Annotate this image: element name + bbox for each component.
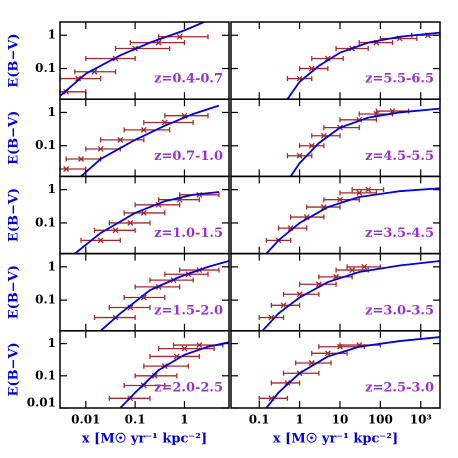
fit-curve	[289, 107, 440, 177]
x-tick-label: 1	[295, 413, 303, 427]
panel-label: z=3.5-4.5	[365, 226, 434, 241]
point	[296, 152, 303, 159]
x-tick-label: 0.01	[71, 413, 100, 427]
point	[284, 379, 291, 386]
point	[196, 342, 203, 349]
panel-label: z=0.4-0.7	[154, 72, 223, 87]
point	[78, 156, 84, 162]
point	[151, 372, 158, 379]
panel-label: z=3.0-3.5	[365, 303, 434, 318]
point	[361, 263, 368, 270]
panel-label: z=0.7-1.0	[154, 149, 223, 164]
point	[280, 302, 287, 309]
panel-label: z=1.5-2.0	[154, 303, 223, 318]
panel-label: z=4.5-5.5	[365, 149, 434, 164]
y-axis-label: E(B−V)	[7, 111, 22, 165]
point	[63, 166, 70, 172]
y-tick-label: 0.1	[35, 293, 56, 307]
point	[356, 189, 363, 196]
fit-curve	[74, 191, 220, 254]
fit-curve	[100, 260, 229, 331]
point	[365, 186, 372, 193]
y-axis-label: E(B−V)	[7, 265, 22, 319]
panel-frame	[59, 175, 230, 255]
y-axis-label: E(B−V)	[7, 34, 22, 88]
fit-curve	[265, 336, 440, 408]
point	[140, 209, 147, 216]
x-tick-label: 100	[368, 413, 393, 427]
panel-frame	[59, 252, 230, 332]
y-axis-label: E(B−V)	[7, 188, 22, 242]
x-tick-label: 1	[180, 413, 188, 427]
fit-curve	[60, 22, 205, 97]
panel-label: z=2.0-2.5	[154, 381, 223, 396]
panel-frame	[230, 175, 441, 255]
fit-curve	[265, 187, 440, 254]
y-tick-label: 1	[48, 336, 56, 350]
x-tick-label: 0.1	[249, 413, 270, 427]
x-axis-label: x [M☉ yr⁻¹ kpc⁻²]	[82, 432, 207, 447]
fit-curve	[261, 260, 440, 331]
y-tick-label: 0.01	[27, 396, 56, 410]
point	[127, 219, 134, 226]
x-tick-label: 10³	[410, 413, 432, 427]
y-tick-label: 1	[48, 259, 56, 273]
point	[176, 33, 183, 40]
point	[117, 136, 124, 143]
x-tick-label: 0.1	[125, 413, 146, 427]
y-tick-label: 0.1	[35, 368, 56, 382]
panel-label: z=2.5-3.0	[365, 381, 434, 396]
point	[112, 227, 119, 234]
y-axis-label: E(B−V)	[7, 342, 22, 396]
fit-curve	[119, 341, 229, 408]
panel-frame	[230, 330, 441, 409]
x-axis-label: x [M☉ yr⁻¹ kpc⁻²]	[273, 432, 398, 447]
x-tick-label: 10	[332, 413, 349, 427]
panel-label: z=1.0-1.5	[154, 226, 223, 241]
y-tick-label: 1	[48, 182, 56, 196]
point	[349, 267, 356, 274]
y-tick-label: 0.1	[35, 61, 56, 75]
fit-curve	[286, 31, 440, 100]
point	[140, 126, 147, 133]
point	[181, 345, 188, 352]
point	[97, 146, 104, 152]
panel-frame	[59, 330, 230, 409]
y-tick-label: 1	[48, 105, 56, 119]
point	[97, 237, 104, 244]
y-tick-label: 0.1	[35, 138, 56, 152]
point	[75, 75, 82, 82]
y-tick-label: 1	[48, 28, 56, 42]
y-tick-label: 0.1	[35, 215, 56, 229]
point	[337, 196, 343, 203]
point	[308, 142, 315, 149]
fit-curve	[80, 104, 220, 177]
panel-label: z=5.5-6.5	[365, 72, 434, 87]
panel-frame	[230, 21, 441, 100]
